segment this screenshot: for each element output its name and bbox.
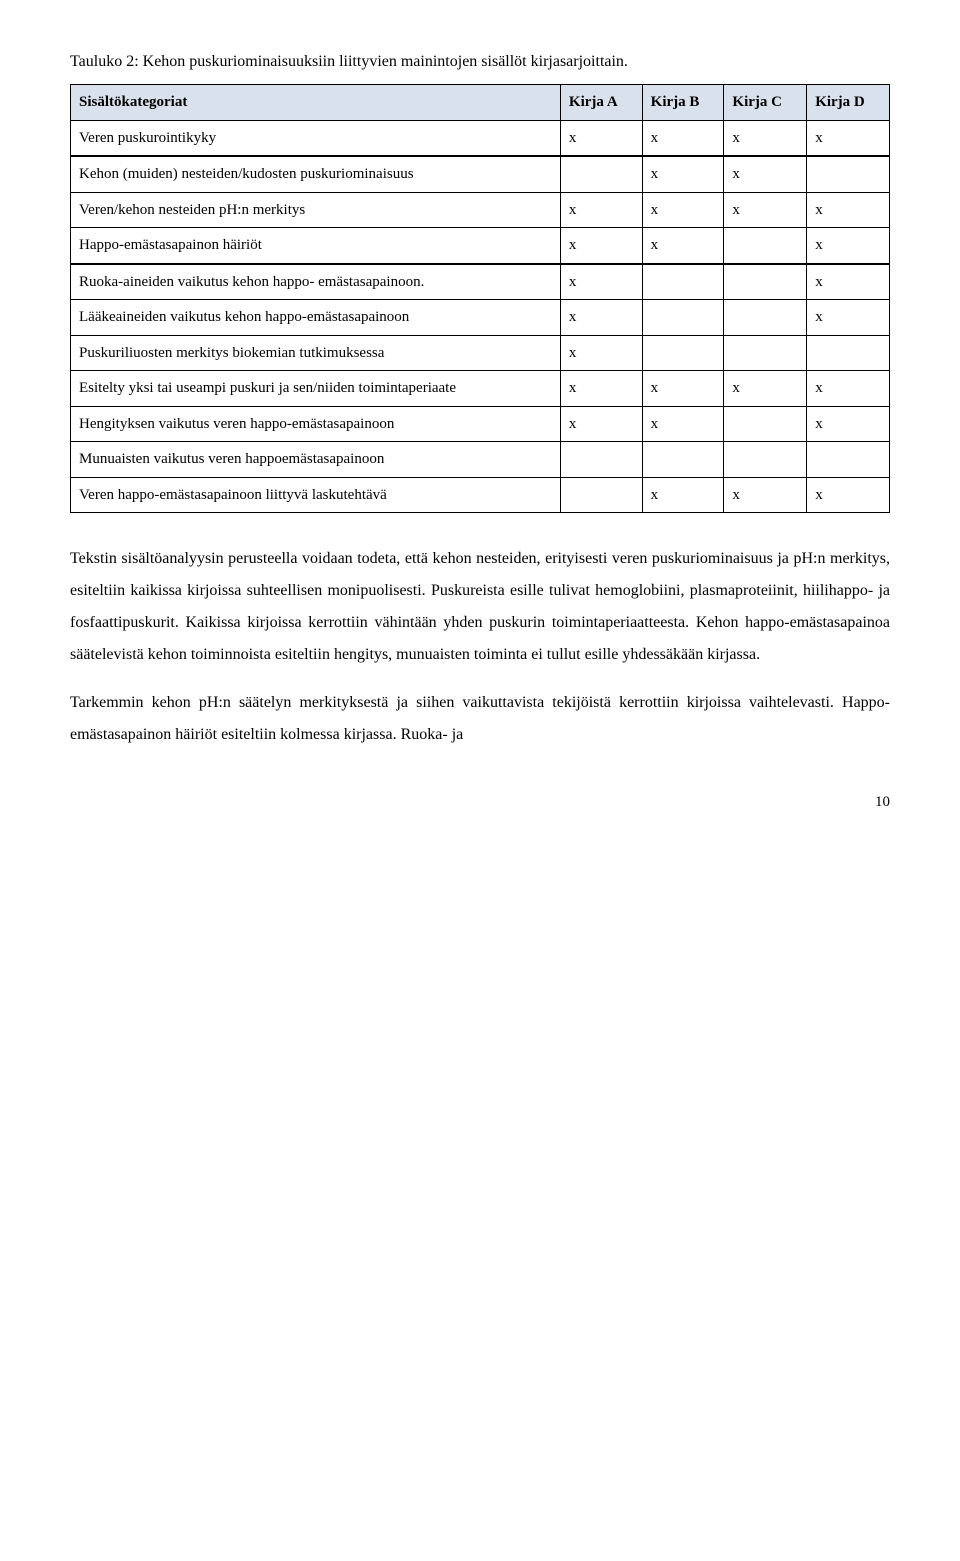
- cell: [560, 442, 642, 478]
- cell: [724, 228, 807, 264]
- paragraph: Tarkemmin kehon pH:n säätelyn merkitykse…: [70, 687, 890, 751]
- cell: [724, 264, 807, 300]
- cell: [724, 335, 807, 371]
- cell: x: [724, 371, 807, 407]
- col-header: Kirja D: [807, 85, 890, 121]
- cell: x: [560, 228, 642, 264]
- col-header: Sisältökategoriat: [71, 85, 561, 121]
- table-row: Lääkeaineiden vaikutus kehon happo-emäst…: [71, 300, 890, 336]
- cell: [642, 300, 724, 336]
- table-row: Ruoka-aineiden vaikutus kehon happo- emä…: [71, 264, 890, 300]
- row-label: Ruoka-aineiden vaikutus kehon happo- emä…: [71, 264, 561, 300]
- cell: x: [807, 120, 890, 156]
- row-label: Puskuriliuosten merkitys biokemian tutki…: [71, 335, 561, 371]
- table-row: Veren/kehon nesteiden pH:n merkitysxxxx: [71, 192, 890, 228]
- cell: x: [807, 406, 890, 442]
- table-row: Esitelty yksi tai useampi puskuri ja sen…: [71, 371, 890, 407]
- cell: x: [807, 192, 890, 228]
- cell: x: [560, 120, 642, 156]
- cell: x: [807, 228, 890, 264]
- table-row: Veren puskurointikykyxxxx: [71, 120, 890, 156]
- table-caption: Tauluko 2: Kehon puskuriominaisuuksiin l…: [70, 50, 890, 74]
- table-row: Munuaisten vaikutus veren happoemästasap…: [71, 442, 890, 478]
- cell: x: [724, 192, 807, 228]
- row-label: Hengityksen vaikutus veren happo-emästas…: [71, 406, 561, 442]
- cell: [807, 156, 890, 192]
- cell: [807, 442, 890, 478]
- col-header: Kirja B: [642, 85, 724, 121]
- table-row: Kehon (muiden) nesteiden/kudosten puskur…: [71, 156, 890, 192]
- cell: [724, 300, 807, 336]
- cell: x: [724, 120, 807, 156]
- row-label: Esitelty yksi tai useampi puskuri ja sen…: [71, 371, 561, 407]
- cell: x: [642, 228, 724, 264]
- page-number: 10: [70, 791, 890, 814]
- cell: x: [642, 120, 724, 156]
- cell: x: [807, 300, 890, 336]
- cell: x: [560, 371, 642, 407]
- cell: [642, 442, 724, 478]
- cell: x: [724, 477, 807, 513]
- cell: [642, 335, 724, 371]
- cell: x: [807, 371, 890, 407]
- table-row: Puskuriliuosten merkitys biokemian tutki…: [71, 335, 890, 371]
- cell: x: [560, 192, 642, 228]
- paragraph: Tekstin sisältöanalyysin perusteella voi…: [70, 543, 890, 671]
- cell: x: [642, 156, 724, 192]
- table-row: Happo-emästasapainon häiriötxxx: [71, 228, 890, 264]
- cell: x: [807, 477, 890, 513]
- col-header: Kirja C: [724, 85, 807, 121]
- cell: x: [642, 371, 724, 407]
- content-table: Sisältökategoriat Kirja A Kirja B Kirja …: [70, 84, 890, 513]
- cell: [642, 264, 724, 300]
- cell: [560, 156, 642, 192]
- row-label: Veren/kehon nesteiden pH:n merkitys: [71, 192, 561, 228]
- row-label: Happo-emästasapainon häiriöt: [71, 228, 561, 264]
- cell: [724, 442, 807, 478]
- cell: x: [560, 300, 642, 336]
- table-header-row: Sisältökategoriat Kirja A Kirja B Kirja …: [71, 85, 890, 121]
- row-label: Kehon (muiden) nesteiden/kudosten puskur…: [71, 156, 561, 192]
- cell: x: [642, 192, 724, 228]
- cell: [807, 335, 890, 371]
- cell: x: [560, 335, 642, 371]
- cell: [560, 477, 642, 513]
- cell: x: [642, 477, 724, 513]
- cell: x: [642, 406, 724, 442]
- row-label: Veren puskurointikyky: [71, 120, 561, 156]
- row-label: Lääkeaineiden vaikutus kehon happo-emäst…: [71, 300, 561, 336]
- table-row: Hengityksen vaikutus veren happo-emästas…: [71, 406, 890, 442]
- row-label: Veren happo-emästasapainoon liittyvä las…: [71, 477, 561, 513]
- col-header: Kirja A: [560, 85, 642, 121]
- cell: x: [724, 156, 807, 192]
- table-row: Veren happo-emästasapainoon liittyvä las…: [71, 477, 890, 513]
- row-label: Munuaisten vaikutus veren happoemästasap…: [71, 442, 561, 478]
- cell: x: [807, 264, 890, 300]
- cell: [724, 406, 807, 442]
- cell: x: [560, 406, 642, 442]
- cell: x: [560, 264, 642, 300]
